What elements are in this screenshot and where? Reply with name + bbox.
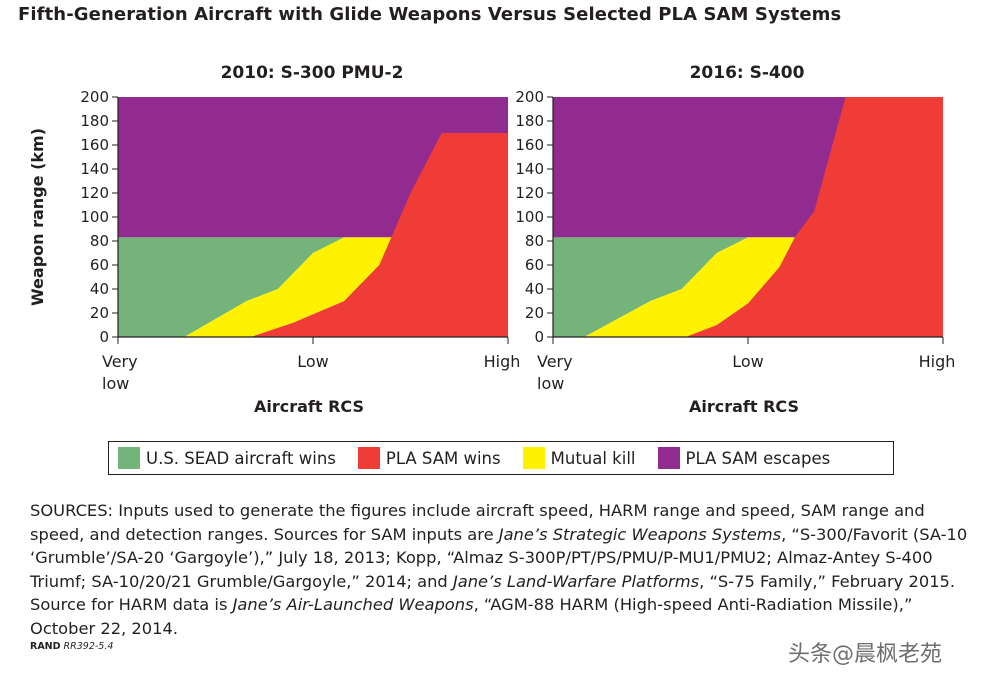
sources-text-4: , “AGM-88 HARM (High-speed Anti-Radiatio… [30,595,913,638]
y-tick-label: 60 [525,256,544,274]
y-tick-label: 160 [515,136,544,154]
sources-text-2: , “S-300/Favorit (SA-10 ‘Grumble’/SA-20 … [30,524,968,591]
region-mutual-kill [584,237,795,337]
x-tick-label: Very low [102,352,138,393]
figure-number: RR392-5.4 [63,641,114,652]
y-tick-label: 40 [90,280,109,298]
figure-org: RAND [30,641,61,652]
chart-1: 0 20 40 60 80 100 120 140 160 180 200 Very low Low Hig… [80,88,520,416]
region-pla-sam-wins [685,97,943,337]
y-tick-label: 20 [525,304,544,322]
region-u-s-sead-aircraft-wins [553,237,748,337]
legend-label-mutual-kill: Mutual kill [550,448,636,468]
legend-label-sam-escapes: PLA SAM escapes [685,448,831,468]
legend-swatch-sam-wins [357,447,380,469]
y-tick-label: 60 [90,256,109,274]
y-tick-label: 0 [534,328,544,346]
x-tick-label: High [484,352,521,371]
legend-swatch-mutual-kill [522,447,545,469]
y-tick-label: 200 [80,88,109,106]
watermark: 头条@晨枫老苑 [788,642,943,667]
sources-text-1: SOURCES: Inputs used to generate the fig… [30,501,925,544]
legend-item-sam-wins: PLA SAM wins [357,447,501,469]
y-tick-label: 180 [515,112,544,130]
sources-italic-2: Jane’s Land-Warfare Platforms [452,571,700,591]
chart-2: 0 20 40 60 80 100 120 140 160 180 200 Very low Low Hig… [515,88,955,416]
sources-italic-1: Jane’s Strategic Weapons Systems [498,524,782,544]
sources-note: SOURCES: Inputs used to generate the fig… [30,499,975,640]
region-pla-sam-wins [250,133,508,337]
x-tick-label: High [919,352,956,371]
legend-label-sead: U.S. SEAD aircraft wins [146,448,336,468]
region-mutual-kill [184,237,403,337]
sources-italic-3: Jane’s Air-Launched Weapons [232,595,474,614]
x-tick-label: Low [732,352,764,371]
legend-swatch-sead [118,447,140,469]
legend-item-sam-escapes: PLA SAM escapes [657,447,831,469]
x-tick-label: Very low [537,352,573,393]
x-axis-label: Aircraft RCS [254,397,364,416]
y-tick-label: 40 [525,280,544,298]
legend-swatch-sam-escapes [657,447,680,469]
y-tick-label: 20 [90,304,109,322]
x-axis-label: Aircraft RCS [689,397,799,416]
x-tick-label: Low [297,352,329,371]
y-tick-label: 180 [80,112,109,130]
y-tick-label: 140 [80,160,109,178]
figure-id: RAND RR392-5.4 [30,641,113,652]
chart-2-title: 2016: S-400 [689,63,805,83]
y-tick-label: 120 [515,184,544,202]
y-tick-label: 160 [80,136,109,154]
y-tick-label: 80 [525,232,544,250]
legend-label-sam-wins: PLA SAM wins [385,448,501,468]
y-axis-label: Weapon range (km) [28,128,47,306]
y-tick-label: 100 [515,208,544,226]
legend-item-mutual-kill: Mutual kill [522,447,636,469]
y-tick-label: 80 [90,232,109,250]
region-u-s-sead-aircraft-wins [118,237,345,337]
y-tick-label: 0 [99,328,109,346]
y-tick-label: 120 [80,184,109,202]
y-tick-label: 200 [515,88,544,106]
y-tick-label: 140 [515,160,544,178]
sources-text-3: , “S-75 Family,” February 2015. Source f… [30,571,956,615]
legend-item-sead: U.S. SEAD aircraft wins [118,447,336,469]
page-title: Fifth-Generation Aircraft with Glide Wea… [18,4,842,25]
legend: U.S. SEAD aircraft wins PLA SAM wins Mut… [108,441,894,475]
y-tick-label: 100 [80,208,109,226]
chart-1-title: 2010: S-300 PMU-2 [220,63,404,83]
